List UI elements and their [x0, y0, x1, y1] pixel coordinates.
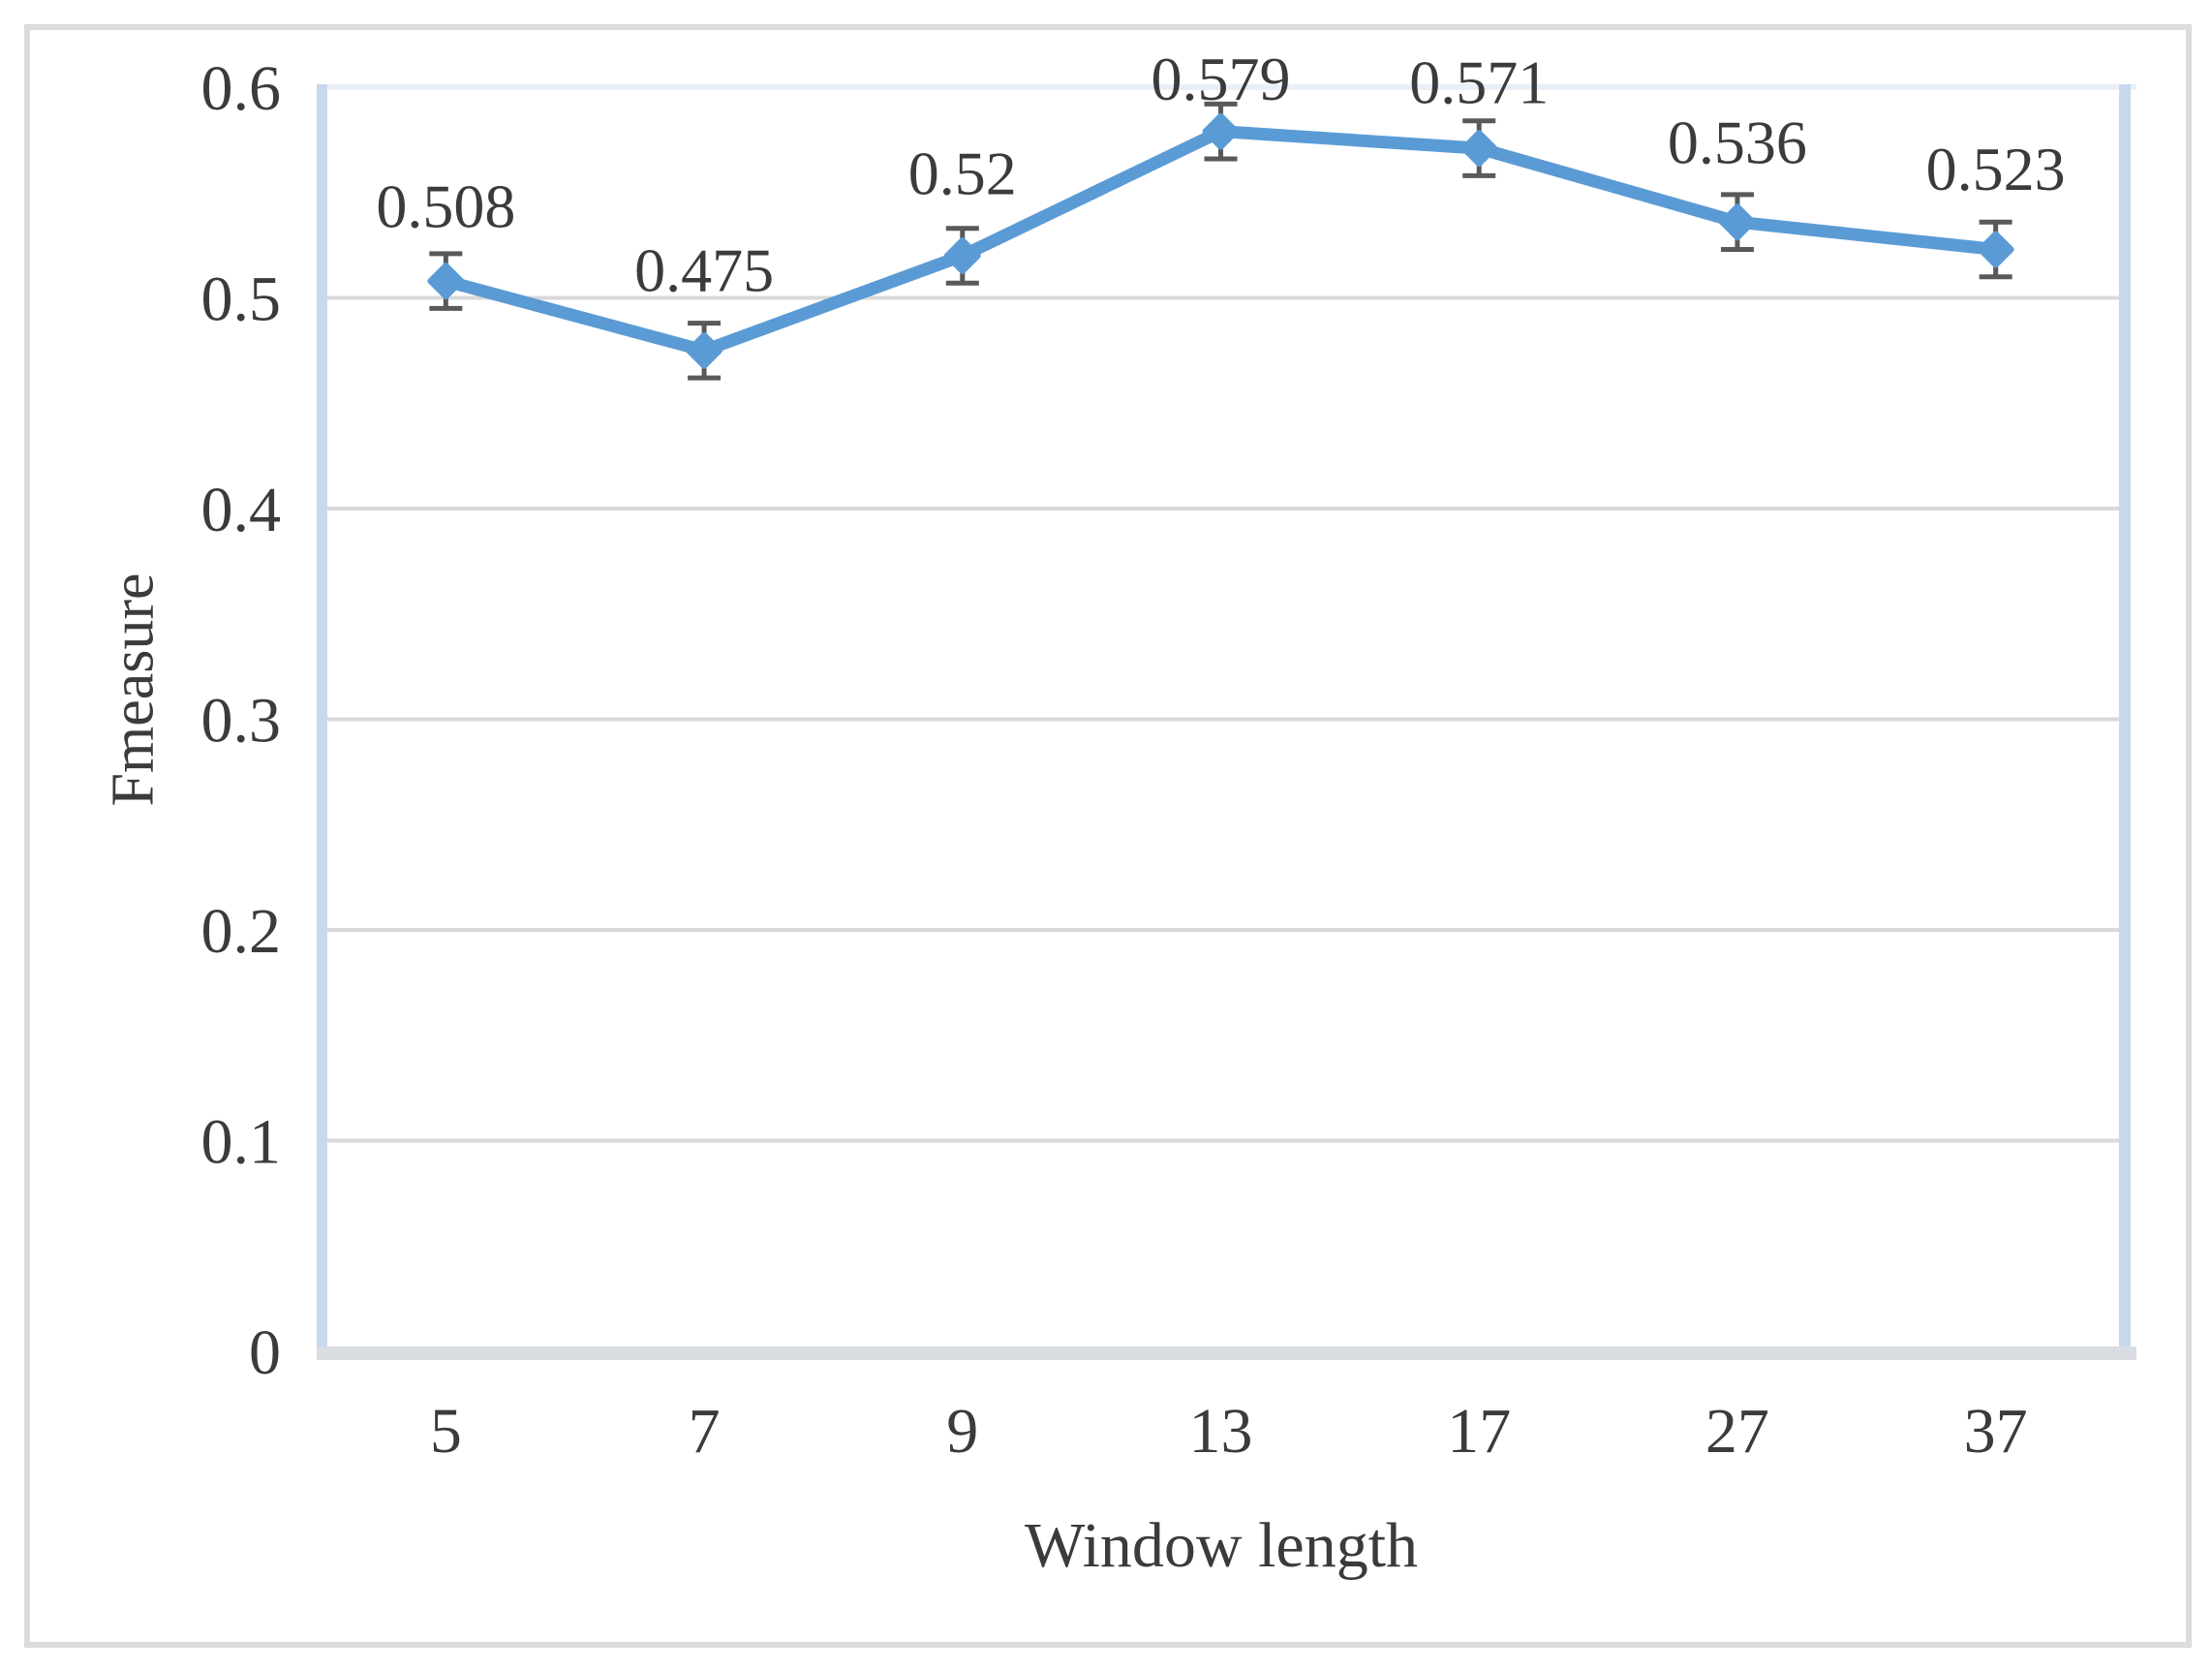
data-point-marker	[943, 237, 981, 274]
y-tick-label: 0.6	[201, 53, 282, 124]
x-axis-band	[317, 1346, 2136, 1360]
y-axis-title: Fmeasure	[101, 572, 167, 806]
data-point-marker	[686, 331, 723, 369]
data-point-marker	[1202, 112, 1240, 150]
y-tick-label: 0	[249, 1317, 281, 1388]
data-point-label: 0.508	[376, 172, 515, 241]
x-tick-label: 7	[689, 1396, 721, 1467]
data-point-marker	[1460, 130, 1498, 168]
y-tick-label: 0.1	[201, 1107, 282, 1178]
data-point-label: 0.536	[1668, 108, 1807, 177]
x-axis-title: Window length	[1025, 1510, 1418, 1581]
data-point-label: 0.475	[634, 235, 774, 304]
plot-border-right	[2119, 84, 2131, 1351]
data-point-marker	[1718, 203, 1756, 241]
data-point-label: 0.579	[1152, 45, 1291, 113]
x-tick-label: 37	[1964, 1396, 2028, 1467]
data-point-label: 0.52	[908, 139, 1017, 207]
x-tick-label: 27	[1705, 1396, 1769, 1467]
y-tick-label: 0.4	[201, 475, 282, 545]
y-tick-label: 0.5	[201, 264, 282, 335]
y-tick-label: 0.2	[201, 896, 282, 967]
plot-border-left	[317, 84, 327, 1351]
x-tick-label: 5	[430, 1396, 462, 1467]
chart-outer-border	[24, 24, 2192, 1648]
data-point-label: 0.571	[1409, 47, 1549, 116]
data-point-marker	[1977, 231, 2014, 268]
x-tick-label: 9	[946, 1396, 978, 1467]
plot-border-top	[317, 84, 2136, 90]
x-tick-label: 17	[1447, 1396, 1511, 1467]
y-tick-label: 0.3	[201, 686, 282, 757]
data-point-marker	[427, 263, 465, 300]
data-point-label: 0.523	[1926, 135, 2066, 203]
x-tick-label: 13	[1189, 1396, 1253, 1467]
